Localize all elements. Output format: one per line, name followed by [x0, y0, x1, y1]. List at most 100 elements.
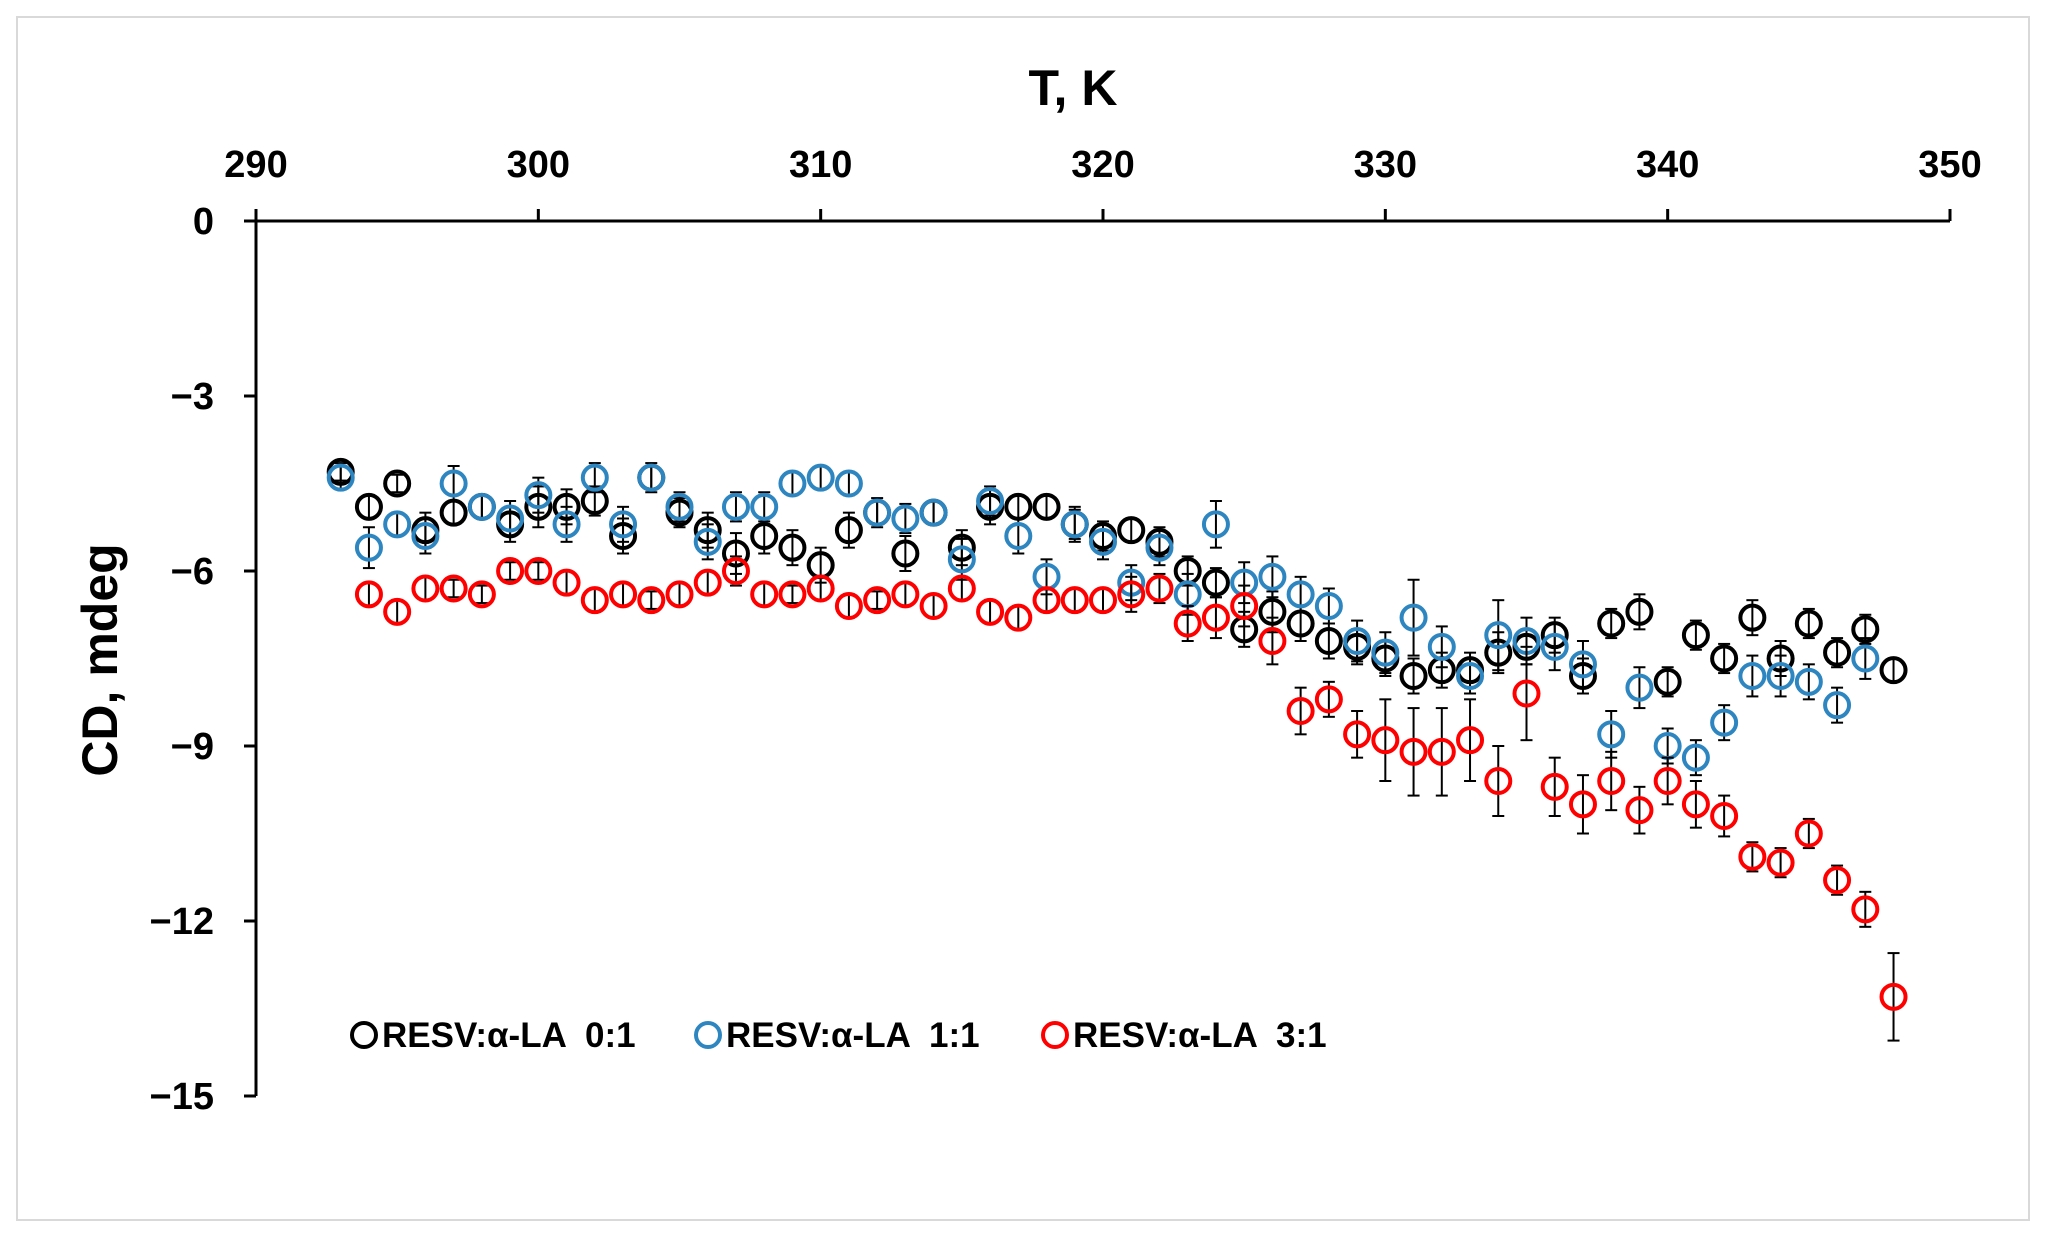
data-point: [552, 510, 581, 539]
data-point: [1484, 621, 1513, 650]
x-tick-label: 340: [1636, 144, 1699, 186]
data-point: [1653, 667, 1682, 696]
data-point: [1456, 662, 1485, 690]
data-point: [806, 574, 835, 603]
data-point: [1201, 603, 1230, 632]
y-ticks: 0 −3 −6 −9 −12 −15: [150, 201, 256, 1118]
data-point: [637, 463, 666, 492]
data-point: [1597, 767, 1626, 795]
data-point: [1681, 790, 1710, 819]
x-tick-label: 320: [1071, 144, 1134, 186]
y-tick-label: −15: [150, 1076, 214, 1118]
data-point: [1173, 609, 1202, 638]
data-point: [1032, 492, 1061, 521]
data-point: [863, 586, 892, 615]
data-point: [1399, 737, 1428, 766]
y-tick-label: −12: [150, 901, 214, 943]
data-point: [1512, 679, 1541, 708]
data-point: [1710, 802, 1739, 830]
x-tick-label: 330: [1354, 144, 1417, 186]
legend-marker: [694, 1021, 722, 1049]
data-point: [1117, 580, 1146, 609]
data-point: [834, 516, 863, 545]
x-tick-label: 350: [1918, 144, 1981, 186]
data-point: [778, 469, 807, 498]
data-point: [1286, 697, 1315, 725]
data-point: [1201, 510, 1230, 539]
data-point: [1851, 644, 1880, 673]
data-point: [524, 557, 553, 585]
series-group: [354, 555, 1908, 1042]
data-point: [1653, 767, 1682, 795]
data-point: [1484, 767, 1513, 795]
data-point: [919, 592, 948, 620]
legend-marker: [350, 1021, 378, 1049]
series-group: [326, 457, 1908, 698]
data-point: [524, 481, 553, 510]
data-point: [354, 492, 383, 521]
data-point: [1681, 743, 1710, 772]
data-point: [947, 545, 976, 574]
data-point: [1625, 796, 1654, 825]
data-point: [1314, 685, 1343, 714]
y-axis-title: CD, mdeg: [72, 543, 128, 776]
data-point: [580, 463, 609, 492]
data-point: [609, 510, 638, 539]
data-point: [1540, 632, 1569, 661]
data-point: [411, 522, 440, 550]
y-tick-label: 0: [193, 201, 214, 243]
x-axis-title: T, K: [1029, 60, 1118, 116]
data-point: [326, 463, 355, 492]
data-point: [1879, 656, 1908, 685]
data-point: [1738, 603, 1767, 632]
data-point: [1568, 650, 1597, 679]
data-point: [496, 557, 525, 585]
axes: 290 300 310 320 330 340 350 0 −3 −6 −9 −12 −15: [150, 144, 1982, 1118]
data-point: [891, 539, 920, 568]
data-point: [1625, 673, 1654, 702]
data-point: [467, 580, 496, 609]
y-tick-label: −9: [171, 726, 214, 768]
data-point: [1766, 848, 1795, 877]
data-point: [1597, 609, 1626, 638]
data-point: [1117, 516, 1146, 545]
data-point: [1823, 866, 1852, 895]
data-point: [1060, 510, 1089, 539]
data-point: [1201, 568, 1230, 597]
data-point: [1371, 726, 1400, 755]
data-point: [1456, 726, 1485, 755]
data-point: [750, 522, 779, 550]
data-point: [947, 574, 976, 603]
data-point: [1794, 667, 1823, 696]
data-point: [1710, 708, 1739, 737]
data-point: [750, 492, 779, 521]
data-point: [411, 574, 440, 603]
data-point: [1004, 522, 1033, 550]
data-point: [354, 533, 383, 562]
data-point: [1568, 790, 1597, 819]
data-point: [1343, 720, 1372, 749]
data-point: [778, 533, 807, 562]
data-point: [1286, 580, 1315, 609]
data-point: [919, 498, 948, 527]
legend-label: RESV:α-LA 3:1: [1073, 1016, 1327, 1055]
data-point: [1879, 982, 1908, 1011]
data-point: [891, 504, 920, 533]
data-point: [1427, 737, 1456, 766]
legend-label: RESV:α-LA 0:1: [382, 1016, 636, 1055]
data-point: [1258, 627, 1287, 655]
x-tick-label: 300: [507, 144, 570, 186]
data-point: [693, 527, 722, 556]
series-group: [326, 462, 1880, 777]
data-point: [863, 498, 892, 527]
legend-label: RESV:α-LA 1:1: [726, 1016, 980, 1055]
data-point: [721, 492, 750, 521]
data-point: [1258, 562, 1287, 591]
data-point: [834, 469, 863, 498]
data-point: [1399, 662, 1428, 690]
x-tick-label: 290: [224, 144, 287, 186]
data-point: [1794, 609, 1823, 638]
data-point: [665, 580, 694, 609]
data-point: [383, 510, 412, 539]
data-point: [496, 504, 525, 533]
